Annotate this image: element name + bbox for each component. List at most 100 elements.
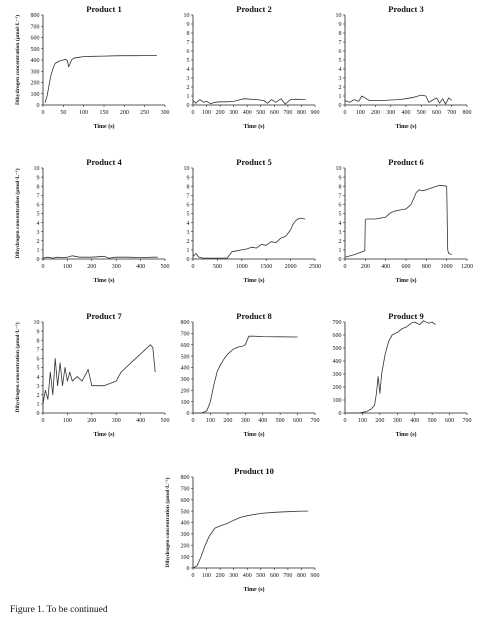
x-axis-label: Time (s): [395, 431, 416, 438]
x-tick-label: 0: [344, 418, 347, 424]
x-tick-label: 500: [428, 418, 437, 424]
x-axis-label: Time (s): [93, 431, 114, 438]
x-axis-label: Time (s): [395, 123, 416, 130]
y-tick-label: 5: [37, 212, 40, 218]
x-tick-label: 0: [344, 264, 347, 270]
y-tick-label: 100: [181, 555, 190, 561]
x-tick-label: 1000: [441, 264, 453, 270]
y-tick-label: 7: [37, 348, 40, 354]
y-tick-label: 7: [187, 40, 190, 46]
x-tick-label: 400: [402, 110, 411, 116]
y-tick-label: 3: [339, 76, 342, 82]
y-tick-label: 8: [37, 184, 40, 190]
x-axis-label: Time (s): [93, 277, 114, 284]
y-tick-label: 9: [339, 22, 342, 28]
x-tick-label: 0: [344, 110, 347, 116]
y-tick-label: 3: [187, 230, 190, 236]
y-tick-label: 2: [37, 393, 40, 399]
x-tick-label: 250: [140, 110, 149, 116]
x-tick-label: 500: [161, 418, 170, 424]
y-tick-label: 5: [339, 212, 342, 218]
y-tick-label: 4: [187, 221, 190, 227]
y-tick-label: 7: [187, 194, 190, 200]
x-tick-label: 500: [276, 418, 285, 424]
x-tick-label: 2000: [285, 264, 297, 270]
y-tick-label: 9: [187, 175, 190, 181]
y-tick-label: 600: [181, 498, 190, 504]
y-tick-label: 300: [31, 69, 40, 75]
y-tick-label: 500: [333, 346, 342, 352]
y-tick-label: 0: [187, 103, 190, 109]
x-tick-label: 200: [120, 110, 129, 116]
x-axis-label: Time (s): [243, 277, 264, 284]
y-tick-label: 0: [339, 257, 342, 263]
y-tick-label: 600: [31, 36, 40, 42]
x-tick-label: 100: [202, 573, 211, 579]
x-tick-label: 800: [422, 264, 431, 270]
y-tick-label: 1: [339, 94, 342, 100]
y-tick-label: 3: [37, 384, 40, 390]
x-tick-label: 300: [229, 573, 238, 579]
y-tick-label: 1: [339, 248, 342, 254]
x-tick-label: 300: [393, 418, 402, 424]
series-line-1: [345, 320, 436, 414]
x-tick-label: 0: [192, 264, 195, 270]
y-tick-label: 6: [37, 357, 40, 363]
x-tick-label: 400: [381, 264, 390, 270]
y-tick-label: 500: [181, 509, 190, 515]
y-tick-label: 800: [31, 13, 40, 19]
y-axis-label: Dihydrogen concentration (µmol·L⁻¹): [14, 322, 21, 412]
y-tick-label: 200: [333, 385, 342, 391]
y-tick-label: 0: [37, 257, 40, 263]
x-axis-label: Time (s): [243, 586, 264, 593]
y-tick-label: 9: [187, 22, 190, 28]
x-tick-label: 200: [375, 418, 384, 424]
x-tick-label: 200: [361, 264, 370, 270]
chart-title: Product 10: [234, 466, 274, 476]
x-tick-label: 800: [297, 573, 306, 579]
y-tick-label: 2: [187, 239, 190, 245]
x-tick-label: 100: [63, 264, 72, 270]
x-tick-label: 200: [216, 110, 225, 116]
x-tick-label: 0: [42, 110, 45, 116]
x-axis-label: Time (s): [93, 123, 114, 130]
y-axis-label: Dihydrogen concentration (µmol·L⁻¹): [14, 15, 21, 105]
series-line-1: [44, 55, 157, 103]
x-tick-label: 100: [79, 110, 88, 116]
x-tick-label: 200: [223, 418, 232, 424]
x-tick-label: 300: [241, 418, 250, 424]
y-tick-label: 200: [181, 543, 190, 549]
chart-title: Product 3: [388, 4, 424, 14]
x-tick-label: 0: [192, 418, 195, 424]
y-tick-label: 300: [333, 372, 342, 378]
y-tick-label: 9: [37, 175, 40, 181]
y-tick-label: 7: [339, 40, 342, 46]
y-tick-label: 10: [184, 13, 190, 19]
y-tick-label: 6: [339, 203, 342, 209]
x-tick-label: 400: [243, 573, 252, 579]
x-tick-label: 300: [161, 110, 170, 116]
x-tick-label: 300: [386, 110, 395, 116]
x-tick-label: 700: [283, 573, 292, 579]
y-tick-label: 5: [37, 366, 40, 372]
chart-panel-5: Product 5 0 1 2 3 4 5 6 7 8 9 10 0 500 1000 1500 2000 250…: [184, 157, 322, 284]
y-tick-label: 2: [187, 85, 190, 91]
x-tick-label: 700: [311, 418, 320, 424]
y-axis-label: Dihydrogen concentration (µmol·L⁻¹): [164, 477, 171, 567]
chart-panel-8: Product 8 0 100 200 300 400 500 600 700 800 0 100 20…: [181, 311, 320, 438]
chart-title: Product 9: [388, 311, 424, 321]
x-tick-label: 600: [432, 110, 441, 116]
y-tick-label: 8: [339, 184, 342, 190]
series-line-1: [192, 98, 306, 105]
y-tick-label: 4: [187, 67, 190, 73]
y-tick-label: 2: [37, 239, 40, 245]
x-tick-label: 0: [42, 418, 45, 424]
y-tick-label: 1: [187, 94, 190, 100]
y-tick-label: 100: [181, 400, 190, 406]
series-line-1: [42, 344, 156, 404]
chart-panel-9: Product 9 0 100 200 300 400 500 600 700 0 100 200 30…: [333, 311, 472, 438]
